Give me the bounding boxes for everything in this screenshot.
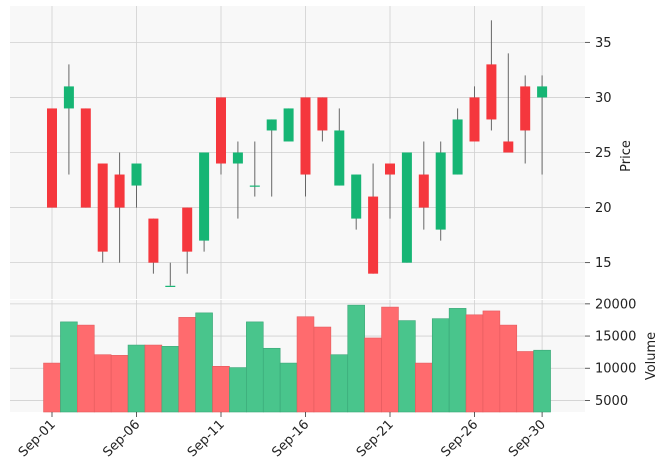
volume-bar (144, 344, 163, 413)
candle-body (368, 196, 379, 274)
candle-body (131, 163, 142, 186)
candle-body (80, 108, 91, 208)
volume-bar (60, 321, 78, 413)
candle-body (47, 108, 57, 208)
volume-tick-label: 5000 (595, 394, 628, 409)
volume-bar (296, 316, 315, 413)
volume-bar (347, 304, 365, 413)
date-tick-label: Sep-26 (438, 417, 481, 460)
volume-bar (482, 310, 501, 413)
date-tick-label: Sep-16 (269, 417, 312, 460)
volume-bar (381, 306, 399, 413)
volume-tick-label: 20000 (595, 297, 636, 312)
volume-bar (364, 337, 382, 413)
volume-bar (398, 320, 416, 413)
volume-bar (43, 362, 61, 413)
candle-body (249, 185, 260, 187)
volume-bar (178, 317, 196, 413)
candle-body (182, 207, 193, 252)
volume-bar (313, 326, 332, 413)
volume-bar (212, 365, 230, 413)
volume-tick-label: 10000 (595, 362, 636, 377)
volume-bar (77, 324, 95, 413)
candle-body (435, 152, 446, 230)
volume-bar (93, 354, 112, 413)
candle-body (418, 174, 429, 208)
price-tick-label: 15 (595, 256, 612, 271)
candle-body (199, 152, 210, 241)
price-tick-label: 30 (595, 91, 612, 106)
date-axis-ticks: Sep-01 Sep-06 Sep-11 Sep-16 Sep-21 Sep-26 Sep-… (16, 412, 549, 460)
candle-body (385, 163, 395, 175)
date-tick-label: Sep-06 (100, 417, 143, 460)
candle-body (351, 174, 362, 219)
candle-body (520, 86, 531, 131)
candle-body (537, 86, 548, 98)
candle-body (401, 152, 412, 263)
candle-body (486, 64, 497, 120)
volume-bar (195, 312, 213, 413)
volume-bar (330, 354, 349, 413)
date-tick-label: Sep-11 (185, 417, 228, 460)
candle-body (503, 141, 514, 153)
price-axis-ticks: 15 20 25 30 35 (585, 36, 612, 271)
volume-bar (415, 362, 433, 413)
candle-body (283, 108, 294, 142)
candle-body (165, 285, 176, 287)
volume-bar (448, 308, 467, 413)
date-tick-label: Sep-30 (506, 417, 549, 460)
volume-axis-title: Volume (644, 332, 659, 380)
price-axis-title: Price (619, 140, 634, 172)
volume-bar (516, 351, 534, 413)
volume-bar (533, 349, 551, 413)
volume-bar (262, 347, 281, 413)
candle-body (300, 97, 311, 175)
candle-body (97, 163, 108, 252)
volume-bar (431, 318, 450, 413)
volume-bar (246, 321, 264, 413)
volume-bar (465, 314, 484, 413)
price-tick-label: 35 (595, 36, 612, 51)
price-tick-label: 20 (595, 201, 612, 216)
candle-body (114, 174, 125, 208)
volume-bar (229, 367, 247, 413)
candle-body (148, 218, 159, 263)
candle-body (452, 119, 463, 175)
volume-bar (127, 344, 146, 413)
candle-body (63, 86, 74, 109)
volume-tick-label: 15000 (595, 330, 636, 345)
candle-body (334, 130, 345, 186)
volume-bar (110, 355, 129, 413)
price-tick-label: 25 (595, 146, 612, 161)
candle-body (232, 152, 243, 164)
candle-body (266, 119, 277, 131)
candle-body (469, 97, 480, 142)
volume-bar (161, 346, 180, 413)
date-tick-label: Sep-01 (16, 417, 59, 460)
volume-bar (279, 362, 298, 413)
volume-axis-ticks: 5000 10000 15000 20000 (585, 297, 636, 409)
volume-bars (43, 304, 551, 413)
candle-body (317, 97, 328, 131)
candle-body (216, 97, 226, 164)
date-tick-label: Sep-21 (354, 417, 397, 460)
volume-bar (499, 324, 518, 413)
candles (47, 20, 548, 287)
